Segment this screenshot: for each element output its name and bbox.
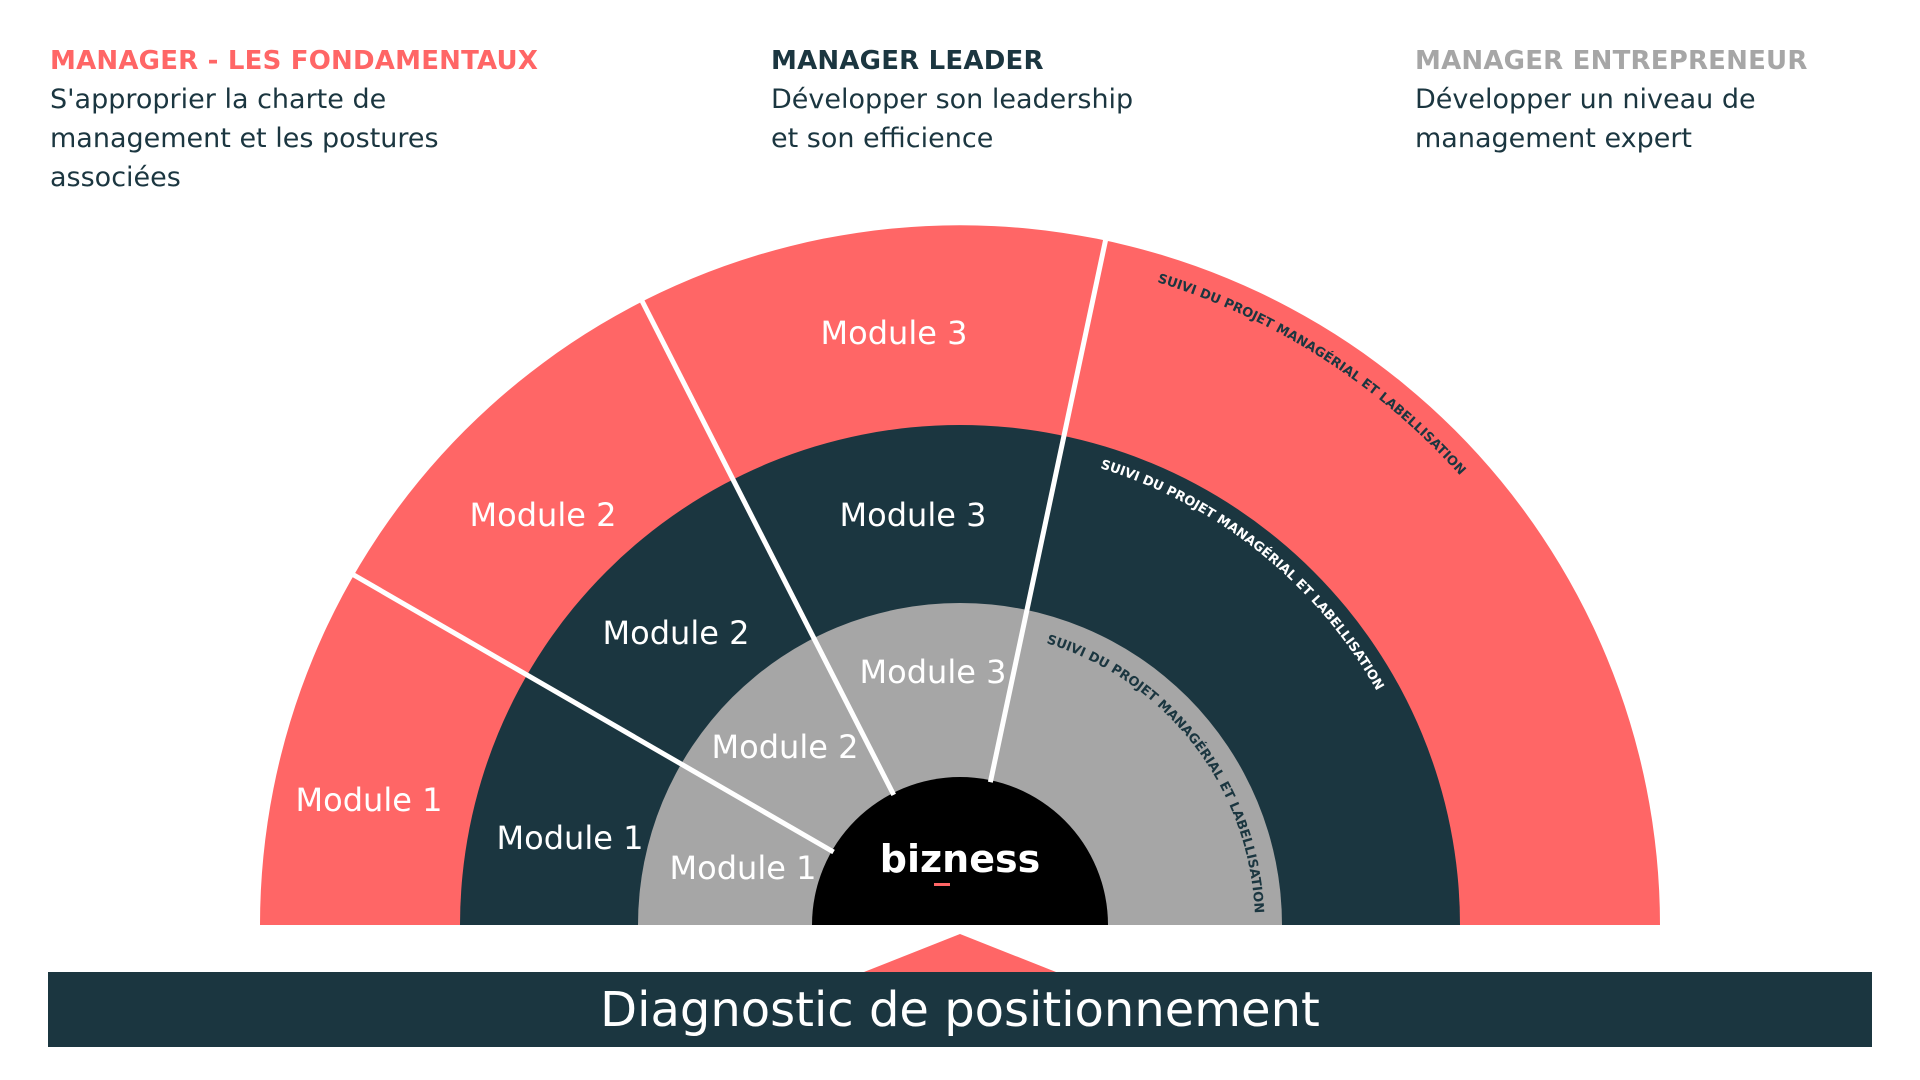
inner-module-2: Module 2 <box>712 728 859 766</box>
column-line: Développer un niveau de <box>1415 84 1756 115</box>
bizness-logo: bizness <box>880 837 1040 881</box>
column-line: associées <box>50 162 181 193</box>
diagnostic-label: Diagnostic de positionnement <box>600 981 1320 1038</box>
column-fondamentaux: MANAGER - LES FONDAMENTAUX S'approprier … <box>50 46 538 197</box>
inner-module-1: Module 1 <box>670 849 817 887</box>
middle-module-2: Module 2 <box>603 614 750 652</box>
column-title: MANAGER LEADER <box>771 46 1044 76</box>
outer-module-3: Module 3 <box>821 314 968 352</box>
column-line: management expert <box>1415 123 1693 154</box>
column-leader: MANAGER LEADER Développer son leadership… <box>771 46 1133 158</box>
outer-module-1: Module 1 <box>296 781 443 819</box>
diagnostic-banner: Diagnostic de positionnement <box>48 972 1872 1047</box>
inner-module-3: Module 3 <box>860 653 1007 691</box>
column-line: management et les postures <box>50 123 439 154</box>
outer-module-2: Module 2 <box>470 496 617 534</box>
middle-module-3: Module 3 <box>840 496 987 534</box>
segment-divider-2 <box>634 289 896 797</box>
column-line: et son efficience <box>771 123 994 154</box>
column-line: Développer son leadership <box>771 84 1134 115</box>
logo-underline <box>934 883 950 886</box>
column-title: MANAGER ENTREPRENEUR <box>1415 46 1808 76</box>
column-entrepreneur: MANAGER ENTREPRENEUR Développer un nivea… <box>1415 46 1808 158</box>
column-title: MANAGER - LES FONDAMENTAUX <box>50 46 539 76</box>
segment-divider-1 <box>342 566 835 855</box>
pointer-triangle <box>864 934 1056 972</box>
segment-divider-3 <box>987 228 1111 783</box>
center-disc <box>812 777 1108 925</box>
inner-ring <box>638 603 1282 925</box>
column-line: S'approprier la charte de <box>50 84 387 115</box>
middle-module-1: Module 1 <box>497 819 644 857</box>
